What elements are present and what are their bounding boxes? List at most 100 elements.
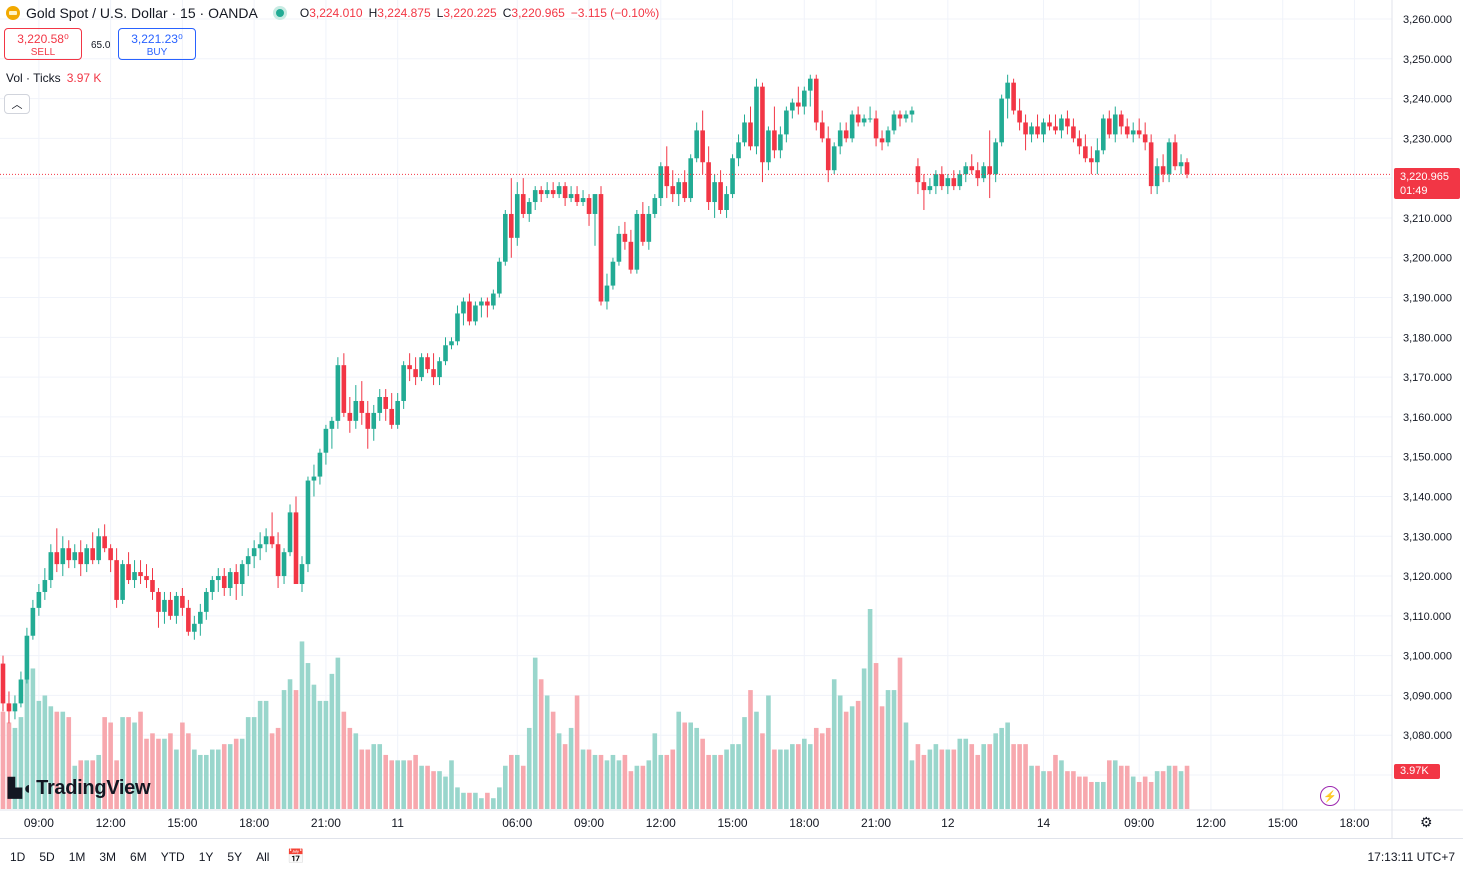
candle-body	[407, 365, 412, 370]
volume-bar	[467, 792, 472, 809]
candle-body	[604, 285, 610, 302]
volume-bar	[1154, 771, 1160, 809]
volume-bar	[263, 700, 269, 809]
candle-body	[843, 130, 849, 139]
candle-body	[849, 114, 855, 139]
candle-body	[323, 428, 329, 453]
range-1m[interactable]: 1M	[68, 850, 86, 864]
candle-body	[48, 552, 54, 581]
buy-price: 3,221.23⁰	[131, 32, 183, 46]
candle-body	[36, 591, 42, 608]
candle-body	[969, 166, 975, 171]
volume-bar	[323, 700, 329, 809]
price-chart[interactable]: 3,260.000 3,250.000 3,240.000 3,230.000 3,22…	[0, 0, 1463, 838]
candle-body	[676, 182, 682, 195]
range-ytd[interactable]: YTD	[160, 850, 185, 864]
candle-body	[790, 102, 795, 111]
volume-bar	[831, 679, 837, 809]
timezone-clock[interactable]: 17:13:11 UTC+7	[1367, 850, 1456, 864]
candle-body	[180, 595, 185, 608]
ohlc-close: C3,220.965	[502, 6, 565, 20]
candle-body	[138, 572, 143, 577]
volume-bar	[1041, 771, 1046, 809]
price-tick-label: 3,180.000	[1403, 332, 1452, 344]
symbol-title[interactable]: Gold Spot / U.S. Dollar · 15 · OANDA	[26, 5, 258, 21]
volume-bar	[425, 765, 430, 809]
range-6m[interactable]: 6M	[130, 850, 147, 864]
candle-body	[257, 544, 263, 549]
volume-bar	[682, 722, 688, 809]
range-3m[interactable]: 3M	[99, 850, 117, 864]
volume-bar	[269, 733, 275, 809]
candle-body	[1136, 130, 1142, 135]
volume-legend[interactable]: Vol · Ticks 3.97 K	[6, 71, 101, 85]
range-1y[interactable]: 1Y	[198, 850, 214, 864]
volume-bar	[96, 754, 101, 809]
candle-body	[784, 110, 789, 135]
lightning-icon[interactable]: ⚡	[1320, 786, 1340, 806]
ohlc-low: L3,220.225	[436, 6, 497, 20]
range-5y[interactable]: 5Y	[227, 850, 243, 864]
candle-body	[706, 162, 711, 203]
time-tick-label: 12:00	[646, 816, 676, 830]
price-tick-label: 3,190.000	[1403, 293, 1452, 305]
volume-bar	[981, 744, 987, 809]
candle-body	[526, 202, 532, 214]
candle-body	[1112, 114, 1118, 135]
candle-body	[473, 305, 478, 322]
collapse-legend-button[interactable]: ︿	[4, 94, 30, 114]
candle-body	[1101, 118, 1106, 151]
candle-body	[975, 170, 981, 179]
candle-body	[532, 190, 538, 203]
candle-body	[102, 536, 107, 549]
volume-bar	[168, 733, 173, 809]
time-tick-label: 12:00	[96, 816, 126, 830]
time-axis[interactable]: 09:00 12:00 15:00 18:00 21:00 11 06:00 09:00 12:…	[24, 816, 1370, 830]
candle-body	[694, 130, 699, 159]
volume-bar	[700, 738, 705, 809]
candle-body	[981, 166, 987, 179]
candle-body	[610, 261, 616, 286]
range-1d[interactable]: 1D	[10, 850, 26, 864]
candle-body	[120, 564, 125, 600]
buy-button[interactable]: 3,221.23⁰ BUY	[118, 28, 196, 60]
candle-body	[538, 190, 544, 195]
volume-bar	[443, 776, 448, 809]
candle-body	[688, 158, 693, 199]
candle-body	[90, 548, 95, 561]
volume-bar	[371, 744, 377, 809]
candle-body	[401, 365, 406, 401]
gear-icon[interactable]: ⚙	[1420, 814, 1433, 830]
candle-body	[712, 182, 717, 203]
calendar-icon[interactable]: 📅	[287, 848, 305, 864]
volume-bar	[1053, 754, 1058, 809]
volume-bar	[162, 738, 167, 809]
range-5d[interactable]: 5D	[39, 850, 55, 864]
volume-bar	[825, 727, 831, 809]
tradingview-logo[interactable]: ▙◖ TradingView	[8, 776, 151, 800]
candle-body	[1029, 126, 1034, 135]
range-selector[interactable]: 1D 5D 1M 3M 6M YTD 1Y 5Y All	[10, 850, 283, 864]
candle-body	[616, 233, 622, 262]
candle-body	[156, 591, 161, 612]
symbol-header[interactable]: Gold Spot / U.S. Dollar · 15 · OANDA O3,…	[6, 4, 659, 22]
candle-body	[939, 174, 945, 187]
candle-body	[903, 114, 909, 119]
volume-bar	[993, 733, 998, 809]
sell-button[interactable]: 3,220.58⁰ SELL	[4, 28, 82, 60]
volume-bar	[1142, 776, 1148, 809]
candle-body	[544, 190, 550, 195]
candle-body	[1130, 130, 1136, 135]
volume-bar	[987, 744, 992, 809]
price-tick-label: 3,200.000	[1403, 253, 1452, 265]
range-all[interactable]: All	[256, 850, 270, 864]
candle-body	[1089, 158, 1094, 163]
candle-body	[12, 703, 18, 712]
candle-body	[993, 142, 998, 175]
price-axis[interactable]: 3,260.000 3,250.000 3,240.000 3,230.000 3,22…	[1403, 14, 1452, 742]
volume-bar	[1184, 765, 1190, 809]
time-tick-label: 21:00	[861, 816, 891, 830]
time-tick-label: 21:00	[311, 816, 341, 830]
volume-bar	[72, 765, 78, 809]
volume-bar	[1011, 744, 1016, 809]
